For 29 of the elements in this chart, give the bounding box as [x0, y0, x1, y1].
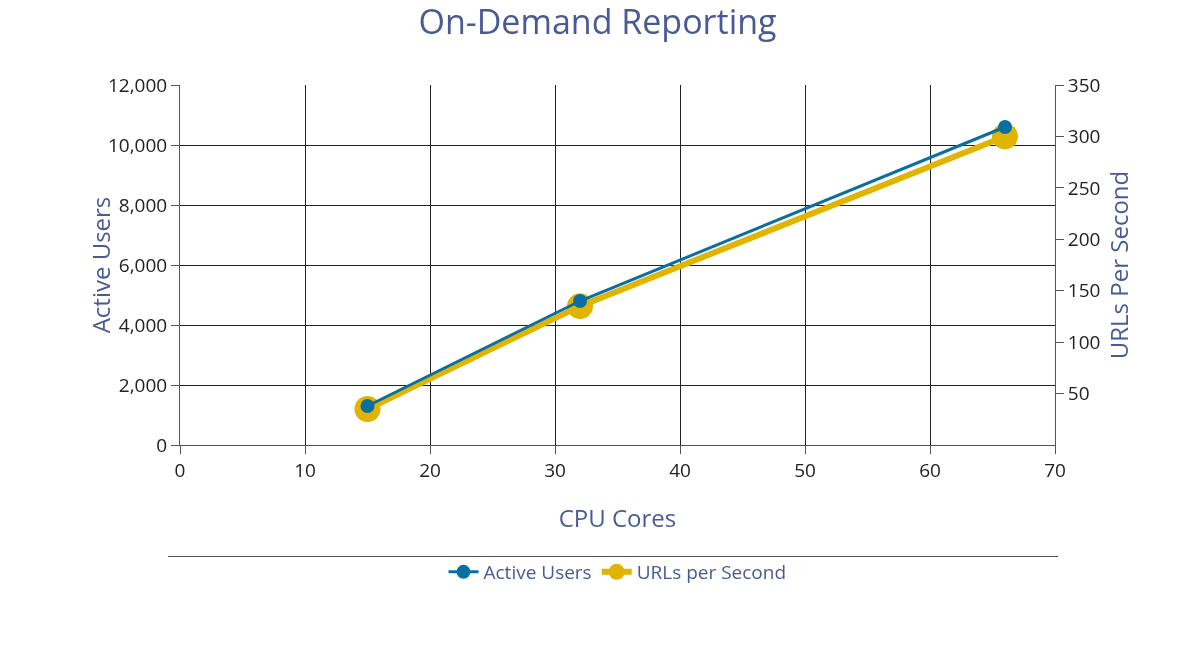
- x-tick-label: 0: [174, 456, 186, 483]
- legend-label: Active Users: [483, 559, 592, 586]
- y2-tick-label: 50: [1067, 380, 1090, 407]
- y2-tick-label: 350: [1067, 71, 1101, 98]
- y-tick-label: 6,000: [118, 251, 168, 278]
- x-tick-label: 10: [294, 456, 316, 483]
- x-tick-label: 70: [1044, 456, 1066, 483]
- y-tick-label: 12,000: [107, 71, 168, 98]
- y-tick-label: 0: [156, 431, 168, 458]
- y2-tick-label: 150: [1067, 277, 1101, 304]
- x-tick-label: 30: [544, 456, 566, 483]
- y-tick-label: 8,000: [118, 191, 168, 218]
- x-tick-label: 40: [669, 456, 691, 483]
- y-tick-label: 2,000: [118, 371, 168, 398]
- y2-tick-label: 200: [1067, 225, 1101, 252]
- y2-tick-label: 100: [1067, 328, 1101, 355]
- y-axis-title: Active Users: [83, 196, 117, 334]
- y-tick-label: 4,000: [118, 311, 168, 338]
- y2-tick-label: 300: [1067, 123, 1101, 150]
- y-tick-label: 10,000: [107, 131, 168, 158]
- y2-axis-title: URLs Per Second: [1102, 170, 1136, 360]
- chart-title: On-Demand Reporting: [418, 0, 777, 44]
- legend-label: URLs per Second: [636, 559, 787, 586]
- x-tick-label: 20: [419, 456, 441, 483]
- point: [998, 120, 1012, 134]
- x-axis-title: CPU Cores: [558, 501, 677, 534]
- y2-tick-label: 250: [1067, 174, 1101, 201]
- x-tick-label: 50: [794, 456, 816, 483]
- x-tick-label: 60: [919, 456, 941, 483]
